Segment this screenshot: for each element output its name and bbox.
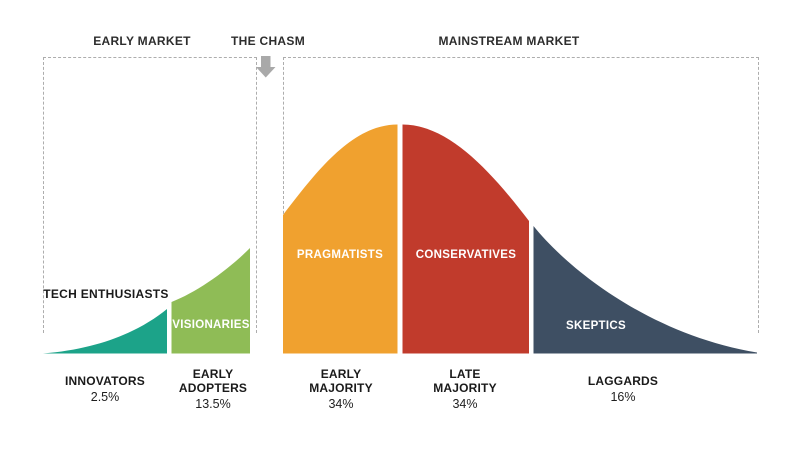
segment-name-line: INNOVATORS: [64, 373, 145, 388]
innovators-curve-segment: [43, 309, 167, 354]
segment-name-line: EARLY: [320, 366, 362, 381]
pragmatists-label: PRAGMATISTS: [296, 249, 384, 261]
laggards-curve-segment: [533, 226, 757, 354]
mainstream-market-label: MAINSTREAM MARKET: [438, 34, 580, 48]
early-market-region-box: [43, 57, 257, 333]
segment-percent: 34%: [328, 396, 354, 411]
conservatives-label: CONSERVATIVES: [415, 249, 517, 261]
segment-percent: 13.5%: [195, 396, 231, 411]
early-majority-curve-segment: [283, 124, 398, 354]
skeptics-label: SKEPTICS: [566, 320, 626, 332]
segment-name-line: EARLY: [192, 366, 234, 381]
segment-percent: 34%: [452, 396, 478, 411]
segment-name-line: MAJORITY: [309, 380, 373, 395]
laggards-axis-label: LAGGARDS 16%: [558, 363, 688, 415]
early-market-label: EARLY MARKET: [93, 34, 191, 48]
segment-name-line: LATE: [449, 366, 481, 381]
chasm-down-arrow-icon: [256, 56, 276, 78]
chasm-label: THE CHASM: [230, 34, 306, 48]
segment-name-line: ADOPTERS: [178, 380, 248, 395]
visionaries-label: VISIONARIES: [172, 319, 250, 331]
segment-percent: 2.5%: [90, 389, 120, 404]
innovators-axis-label: INNOVATORS 2.5%: [40, 363, 170, 415]
early-adopters-axis-label: EARLY ADOPTERS 13.5%: [148, 363, 278, 415]
segment-name-line: LAGGARDS: [587, 373, 659, 388]
mainstream-market-region-box: [283, 57, 759, 333]
segment-name-line: MAJORITY: [433, 380, 497, 395]
tech-enthusiasts-label: TECH ENTHUSIASTS: [43, 287, 169, 301]
segment-percent: 16%: [610, 389, 636, 404]
late-majority-axis-label: LATE MAJORITY 34%: [400, 363, 530, 415]
early-adopters-curve-segment: [171, 248, 250, 354]
late-majority-curve-segment: [402, 124, 529, 354]
early-majority-axis-label: EARLY MAJORITY 34%: [276, 363, 406, 415]
